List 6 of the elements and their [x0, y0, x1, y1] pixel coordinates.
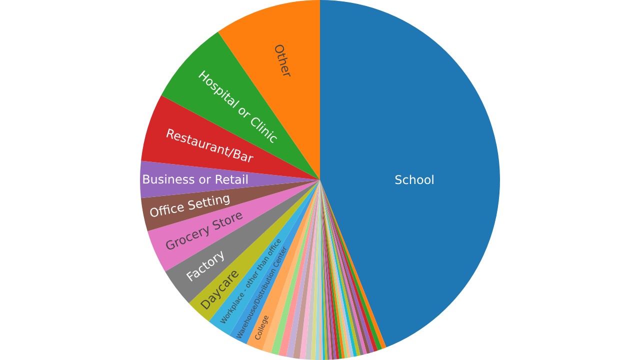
slice-label: Other: [271, 42, 295, 80]
slice-label: School: [394, 173, 435, 187]
slice-label: Business or Retail: [142, 172, 249, 187]
pie-slice: [300, 180, 320, 360]
pie-slice: [320, 0, 500, 348]
pie-slice: [292, 180, 320, 359]
